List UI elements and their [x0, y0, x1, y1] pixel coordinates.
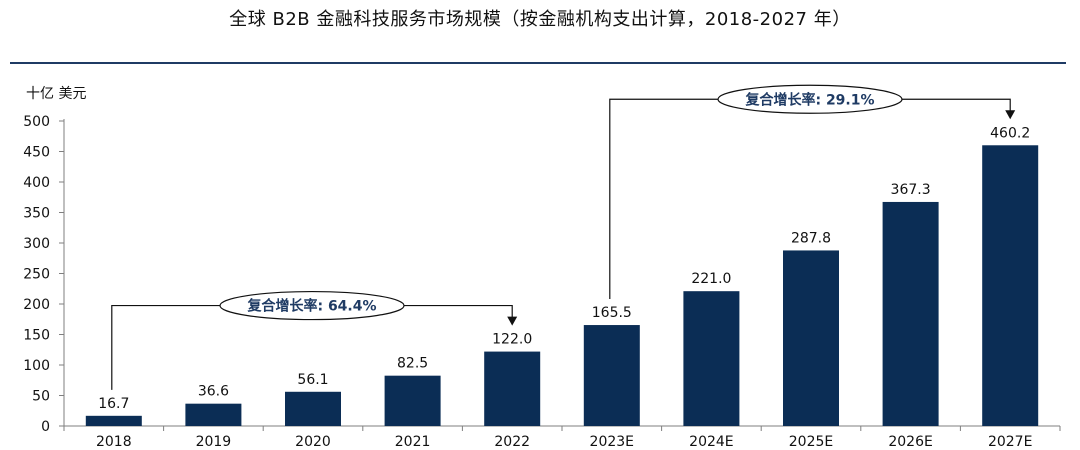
y-tick-label: 250: [23, 267, 50, 283]
bar-value-label: 122.0: [492, 332, 532, 348]
cagr-label: 复合增长率: 64.4%: [246, 298, 376, 315]
bar: [783, 250, 839, 426]
bar: [982, 145, 1039, 426]
y-tick-label: 350: [23, 206, 50, 222]
bar-value-label: 36.6: [198, 384, 229, 400]
bar: [683, 291, 740, 426]
cagr-badge: [717, 84, 903, 114]
bar-value-label: 165.5: [592, 305, 632, 321]
bar: [185, 403, 242, 426]
x-tick-label: 2027E: [988, 434, 1032, 450]
y-tick-label: 0: [41, 419, 50, 435]
bar-value-label: 460.2: [990, 125, 1030, 141]
bar-value-label: 16.7: [98, 396, 129, 412]
x-tick-label: 2021: [395, 434, 431, 450]
chart-title: 全球 B2B 金融科技服务市场规模（按金融机构支出计算，2018-2027 年）: [229, 9, 851, 30]
x-tick-label: 2020: [295, 434, 331, 450]
y-tick-label: 400: [23, 175, 50, 191]
bar: [85, 415, 142, 426]
bar-value-label: 56.1: [297, 372, 328, 388]
y-tick-label: 300: [23, 236, 50, 252]
x-tick-label: 2025E: [789, 434, 833, 450]
y-tick-label: 50: [32, 389, 50, 405]
x-tick-label: 2018: [96, 434, 132, 450]
x-tick-label: 2023E: [590, 434, 634, 450]
bar: [882, 201, 939, 426]
bar: [384, 375, 441, 426]
bar: [484, 351, 541, 426]
x-tick-label: 2022: [494, 434, 530, 450]
bar-value-label: 287.8: [791, 230, 831, 246]
y-tick-label: 450: [23, 145, 50, 161]
cagr-badge: [219, 290, 405, 321]
title-divider: [10, 62, 1066, 64]
x-tick-label: 2019: [196, 434, 232, 450]
y-tick-label: 200: [23, 297, 50, 313]
bar-value-label: 82.5: [397, 356, 428, 372]
cagr-label: 复合增长率: 29.1%: [744, 91, 874, 108]
bar-value-label: 367.3: [891, 182, 931, 198]
y-tick-label: 150: [23, 328, 50, 344]
y-tick-label: 500: [23, 114, 50, 130]
cagr-arrowhead: [1005, 110, 1016, 120]
x-tick-label: 2024E: [689, 434, 733, 450]
y-tick-label: 100: [23, 358, 50, 374]
bar: [285, 391, 341, 426]
bar: [583, 325, 640, 426]
x-tick-label: 2026E: [888, 434, 932, 450]
cagr-arrowhead: [507, 316, 518, 326]
bar-value-label: 221.0: [691, 271, 731, 287]
y-axis-label: 十亿 美元: [26, 86, 86, 102]
